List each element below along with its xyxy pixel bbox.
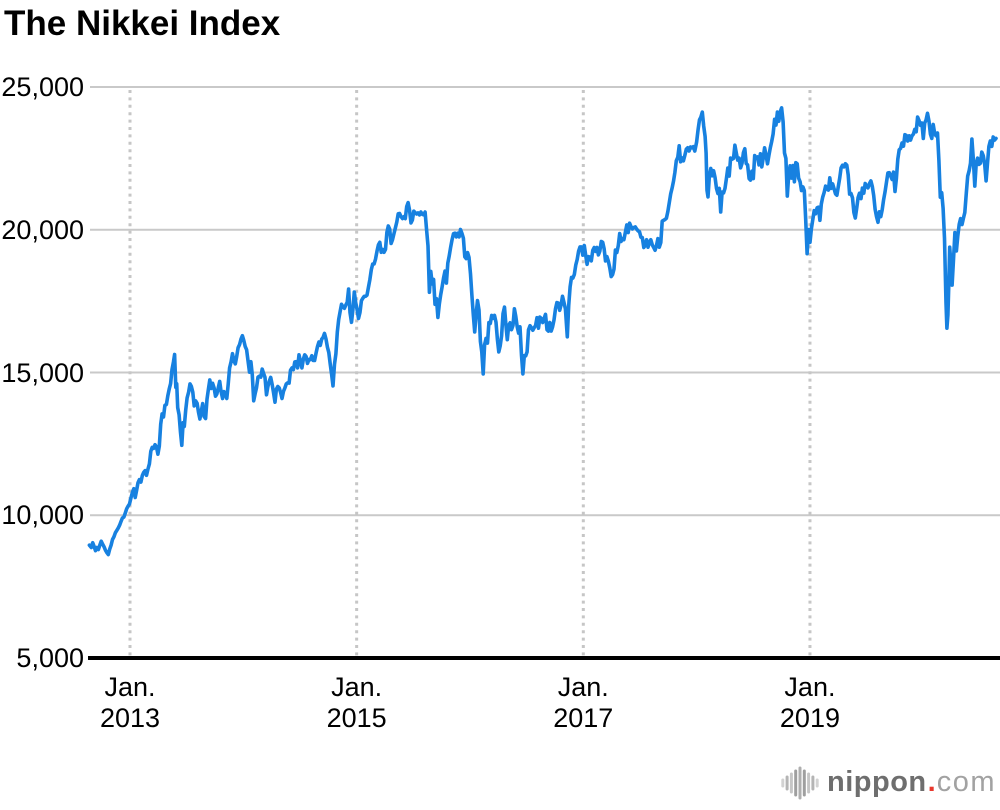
soundwave-bar <box>789 772 793 794</box>
x-axis-tick-label: Jan. 2013 <box>55 672 205 734</box>
y-axis-tick-label: 5,000 <box>16 643 84 673</box>
soundwave-bar <box>807 772 811 794</box>
y-axis-tick-label: 25,000 <box>1 72 84 102</box>
nippon-logo: nippon. com <box>780 762 996 802</box>
x-tick-year: 2015 <box>326 703 387 733</box>
soundwave-bar <box>798 766 802 800</box>
page-title: The Nikkei Index <box>4 4 281 43</box>
logo-text-nippon: nippon <box>827 765 927 798</box>
soundwave-bar <box>811 775 815 791</box>
x-axis-tick-label: Jan. 2017 <box>508 672 658 734</box>
soundwave-bar <box>781 778 785 788</box>
x-axis-tick-label: Jan. 2019 <box>735 672 885 734</box>
x-tick-month: Jan. <box>331 672 383 702</box>
x-tick-year: 2019 <box>779 703 840 733</box>
x-axis-tick-label: Jan. 2015 <box>282 672 432 734</box>
soundwave-bar <box>785 775 789 791</box>
x-tick-month: Jan. <box>784 672 836 702</box>
y-axis-tick-label: 15,000 <box>1 357 84 388</box>
y-axis-tick-label: 20,000 <box>1 214 84 245</box>
soundwave-bar <box>794 769 798 797</box>
soundwave-bar <box>815 778 819 788</box>
logo-text-com: com <box>936 765 996 798</box>
nikkei-series-line <box>87 106 998 557</box>
x-tick-year: 2013 <box>99 703 161 733</box>
soundwave-bar <box>802 769 806 797</box>
soundwave-icon <box>781 766 819 800</box>
x-tick-month: Jan. <box>557 672 609 702</box>
y-axis-tick-label: 10,000 <box>1 500 84 531</box>
x-tick-month: Jan. <box>104 672 156 702</box>
x-tick-year: 2017 <box>553 703 614 733</box>
logo-red-dot: . <box>927 765 936 798</box>
